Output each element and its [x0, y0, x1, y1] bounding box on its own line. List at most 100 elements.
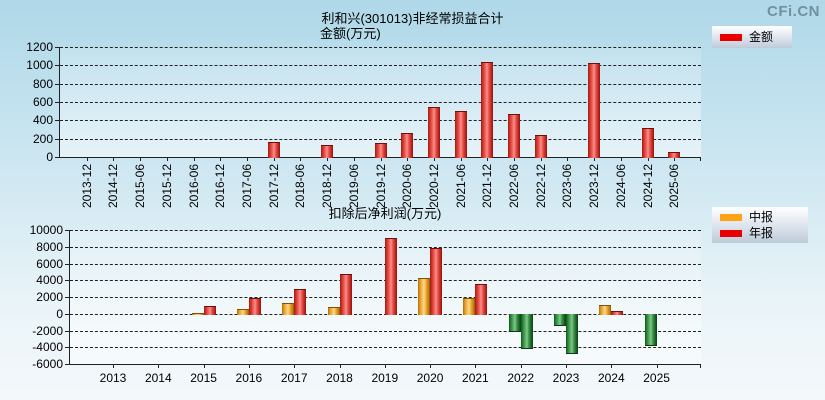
- y-axis-label: 10000: [29, 223, 63, 237]
- y-axis-label: 1000: [26, 58, 53, 73]
- x-axis-tick: [273, 157, 275, 161]
- x-axis-label: 2019: [371, 371, 399, 385]
- y-axis-label: 6000: [36, 256, 63, 271]
- bar-2019-12-金额: [374, 142, 387, 158]
- x-axis-label: 2021-06: [453, 163, 468, 209]
- amount-legend-label: 金额: [749, 29, 774, 44]
- x-axis-tick: [220, 157, 222, 161]
- bar-2017-年报: [294, 289, 307, 315]
- gridline: [70, 330, 701, 332]
- x-axis-label: 2023-12: [587, 163, 602, 209]
- bar-2021-年报: [475, 283, 488, 315]
- bar-2023-12-金额: [588, 62, 601, 158]
- bar-2020-年报: [430, 247, 443, 315]
- bar-2021-06-金额: [454, 111, 467, 158]
- bar-2022-中报: [508, 313, 521, 333]
- x-axis-tick: [520, 364, 522, 368]
- x-axis-tick: [86, 157, 88, 161]
- x-axis-end-tick: [700, 157, 701, 161]
- y-axis-tick: [65, 280, 70, 282]
- x-axis-tick: [113, 364, 114, 368]
- x-axis-tick: [300, 157, 302, 161]
- x-axis-tick: [294, 364, 296, 368]
- x-axis-label: 2015: [190, 371, 217, 385]
- y-axis-label: 0: [56, 306, 63, 321]
- x-axis-label: 2021-12: [480, 163, 495, 209]
- x-axis-label: 2017: [280, 371, 308, 385]
- gridline: [60, 83, 701, 85]
- y-axis-tick: [65, 263, 70, 265]
- x-axis-tick: [407, 157, 409, 161]
- bottom-chart-legend: 中报 年报: [712, 207, 808, 243]
- y-axis-tick: [65, 313, 70, 315]
- x-axis-tick: [460, 157, 462, 161]
- gridline: [60, 102, 701, 103]
- x-axis-label: 2025: [643, 371, 670, 385]
- x-axis-tick: [384, 364, 386, 368]
- y-axis-label: 200: [32, 131, 53, 146]
- y-axis-label: 1200: [26, 40, 53, 54]
- bar-2015-年报: [203, 306, 216, 315]
- bar-2017-12-金额: [267, 142, 280, 158]
- bar-2022-年报: [520, 313, 533, 350]
- x-axis-label: 2016-12: [213, 163, 228, 209]
- legend-row-amount: 金额: [720, 29, 784, 44]
- y-axis-tick: [55, 138, 60, 140]
- x-axis-label: 2020: [416, 371, 444, 385]
- y-axis-label: -4000: [32, 340, 63, 355]
- x-axis-tick: [248, 364, 250, 368]
- x-axis-tick: [113, 157, 115, 161]
- y-axis-tick: [55, 65, 60, 67]
- x-axis-tick: [339, 364, 341, 368]
- x-axis-tick: [380, 157, 382, 161]
- x-axis-tick: [514, 157, 516, 161]
- cfi-logo: CFi.CN: [767, 3, 820, 20]
- y-axis-tick: [65, 230, 70, 231]
- x-axis-tick: [140, 157, 142, 161]
- y-axis-tick: [65, 347, 70, 349]
- x-axis-label: 2023-06: [560, 163, 575, 209]
- amount-legend-swatch: [720, 33, 742, 41]
- x-axis-tick: [674, 157, 676, 161]
- y-axis-tick: [55, 83, 60, 85]
- bar-2021-中报: [463, 298, 476, 315]
- x-axis-label: 2018-06: [293, 163, 308, 209]
- bar-2018-中报: [327, 307, 340, 315]
- bar-2024-中报: [599, 304, 612, 315]
- x-axis-end-tick: [700, 364, 701, 368]
- gridline: [60, 120, 701, 122]
- y-axis-tick: [55, 47, 60, 48]
- bar-2021-12-金额: [481, 61, 494, 158]
- bar-2025-中报: [644, 313, 657, 346]
- x-axis-tick: [430, 364, 432, 368]
- gridline: [70, 347, 701, 349]
- y-axis-label: -2000: [32, 323, 63, 338]
- x-axis-label: 2019-06: [346, 163, 361, 209]
- bar-2018-年报: [339, 273, 352, 315]
- legend-row-annual: 年报: [720, 226, 800, 240]
- gridline: [60, 138, 701, 140]
- bar-2025-06-金额: [668, 151, 681, 158]
- y-axis-label: 800: [32, 76, 53, 91]
- x-axis-label: 2024-12: [640, 163, 655, 209]
- bar-2023-年报: [566, 313, 578, 355]
- y-axis-tick: [55, 102, 60, 103]
- x-axis-label: 2025-06: [667, 163, 682, 209]
- bar-2020-12-金额: [427, 106, 440, 158]
- x-axis-label: 2013: [99, 371, 127, 385]
- y-axis-tick: [65, 330, 70, 332]
- y-axis-tick: [55, 120, 60, 122]
- x-axis-tick: [567, 157, 569, 161]
- x-axis-label: 2015-12: [159, 163, 174, 209]
- x-axis-label: 2021: [462, 371, 489, 385]
- y-axis-label: 400: [32, 113, 53, 128]
- bar-2018-12-金额: [321, 145, 334, 158]
- bar-2024-12-金额: [641, 127, 654, 158]
- x-axis-label: 2020-12: [426, 163, 441, 209]
- x-axis-tick: [433, 157, 435, 161]
- x-axis-label: 2020-06: [400, 163, 415, 209]
- x-axis-label: 2024: [597, 371, 625, 385]
- x-axis-tick: [327, 157, 329, 161]
- bar-2020-中报: [418, 277, 431, 315]
- x-axis-tick: [158, 364, 160, 368]
